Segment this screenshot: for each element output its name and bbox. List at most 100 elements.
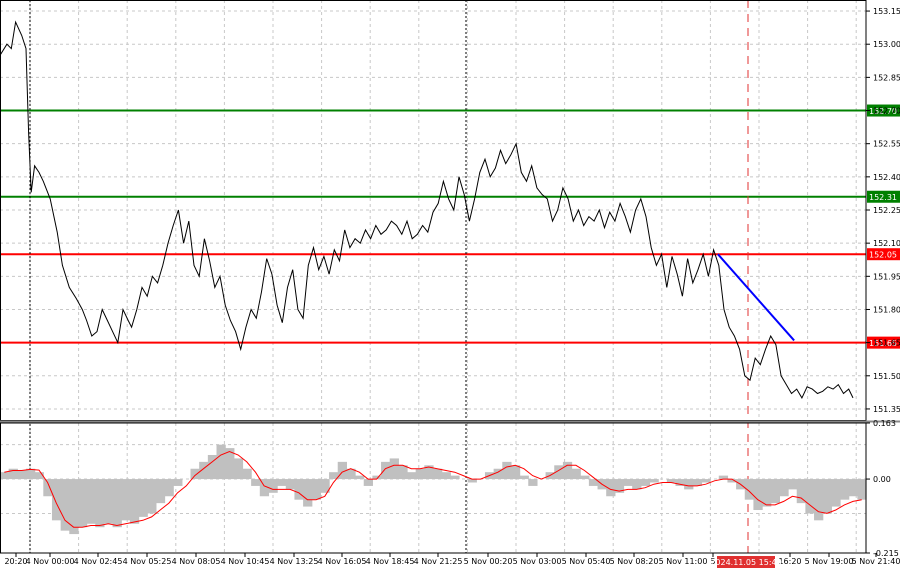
histogram-bar	[857, 479, 867, 500]
histogram-bar	[692, 479, 703, 486]
histogram-bar	[190, 468, 200, 480]
histogram-bar	[519, 475, 529, 480]
y-tick-label: 153.15	[873, 7, 900, 16]
histogram-bar	[649, 479, 659, 483]
histogram-bar	[805, 479, 815, 514]
histogram-bar	[433, 468, 443, 480]
y-tick-label: 152.10	[873, 239, 900, 248]
price-line	[0, 20, 854, 399]
histogram-bar	[554, 465, 564, 480]
histogram-bar	[510, 465, 521, 480]
histogram-bar	[666, 479, 677, 483]
histogram-bar	[216, 444, 226, 480]
histogram-bar	[684, 479, 694, 490]
histogram-bar	[363, 479, 373, 486]
histogram-bar	[251, 479, 261, 486]
histogram-bar	[502, 461, 512, 480]
indicator-signal-line	[4, 450, 862, 528]
histogram-bar	[441, 472, 451, 480]
histogram-bar	[528, 479, 538, 486]
cursor-date-bg	[717, 556, 775, 568]
histogram-bar	[467, 479, 477, 483]
histogram-bar	[43, 479, 53, 497]
level-tag-bg	[867, 336, 900, 349]
histogram-bar	[69, 479, 79, 535]
level-tag-bg	[867, 104, 900, 117]
level-tag: 152.05	[867, 248, 900, 261]
histogram-bar	[147, 479, 157, 514]
histogram-bar	[164, 479, 174, 497]
histogram-bar	[840, 479, 850, 500]
histogram-bar	[25, 468, 36, 480]
histogram-bar	[701, 479, 711, 483]
histogram-bar	[155, 479, 166, 504]
y-tick-label: 152.25	[873, 206, 900, 215]
histogram-bar	[493, 468, 503, 480]
histogram-bar	[415, 468, 425, 480]
histogram-bar	[822, 479, 832, 514]
level-tag: 152.31	[867, 190, 900, 203]
x-tick-label: 16:20	[778, 557, 801, 566]
histogram-bar	[562, 461, 573, 480]
histogram-bar	[112, 479, 122, 528]
histogram-bar	[129, 479, 140, 524]
cursor-date-tag: 2024.11.05 15:40	[710, 556, 782, 568]
histogram-bar	[744, 479, 755, 500]
y-tick-label: 152.40	[873, 173, 900, 182]
histogram-bar	[571, 468, 581, 480]
histogram-bar	[259, 479, 270, 497]
y-tick-label: -0.215	[873, 549, 899, 558]
pane-divider	[0, 420, 900, 423]
histogram-bar	[17, 470, 27, 480]
level-tag-label: 152.05	[869, 251, 897, 260]
histogram-bar	[727, 479, 737, 483]
x-tick-label: 4 Nov 08:05	[172, 557, 221, 566]
y-tick-label: 151.65	[873, 339, 900, 348]
price-series	[0, 20, 854, 399]
indicator-axis: 0.163 0.00 -0.215	[866, 419, 899, 558]
level-tag: 152.70	[867, 104, 900, 117]
histogram-bar	[381, 461, 391, 480]
y-tick-label: 151.80	[873, 305, 900, 314]
x-tick-label: 4 Nov 21:25	[414, 557, 463, 566]
histogram-bar	[86, 479, 96, 524]
x-tick-label: 5 Nov 11:00	[659, 557, 708, 566]
histogram-bar	[796, 479, 806, 504]
level-tag-label: 152.31	[869, 193, 897, 202]
histogram-bar	[407, 472, 417, 480]
x-tick-label: 5 Nov 19:00	[805, 557, 854, 566]
x-tick-label: 5 Nov 21:40	[852, 557, 900, 566]
histogram-bar	[588, 479, 599, 486]
histogram-bar	[675, 479, 685, 486]
histogram-bar	[8, 468, 18, 480]
histogram-bar	[242, 468, 252, 480]
histogram-bar	[199, 461, 209, 480]
y-tick-label: 152.70	[873, 107, 900, 116]
histogram-bar	[632, 479, 642, 490]
level-tag-label: 151.65	[869, 339, 897, 348]
y-tick-label: 151.35	[873, 405, 900, 414]
histogram-bar	[762, 479, 772, 507]
histogram-bar	[138, 479, 148, 517]
y-tick-label: 0.163	[873, 419, 896, 428]
y-tick-label: 151.50	[873, 372, 900, 381]
main-grid	[0, 0, 866, 420]
histogram-bar	[640, 479, 651, 486]
y-tick-label: 0.00	[873, 475, 891, 484]
histogram-bar	[718, 475, 729, 480]
x-tick-label: 4 Nov 00:00	[26, 557, 75, 566]
histogram-bar	[831, 479, 841, 507]
histogram-bar	[614, 479, 625, 493]
histogram-bar	[580, 475, 590, 480]
histogram-bar	[103, 479, 114, 524]
histogram-bar	[788, 479, 798, 490]
histogram-bar	[389, 458, 399, 480]
cursor-date-label: 2024.11.05 15:40	[710, 558, 781, 567]
histogram-bar	[60, 479, 70, 531]
histogram-bar	[268, 479, 278, 493]
level-tag-bg	[867, 190, 900, 203]
histogram-bar	[207, 454, 218, 480]
histogram-bar	[398, 465, 408, 480]
histogram-bar	[814, 479, 824, 521]
